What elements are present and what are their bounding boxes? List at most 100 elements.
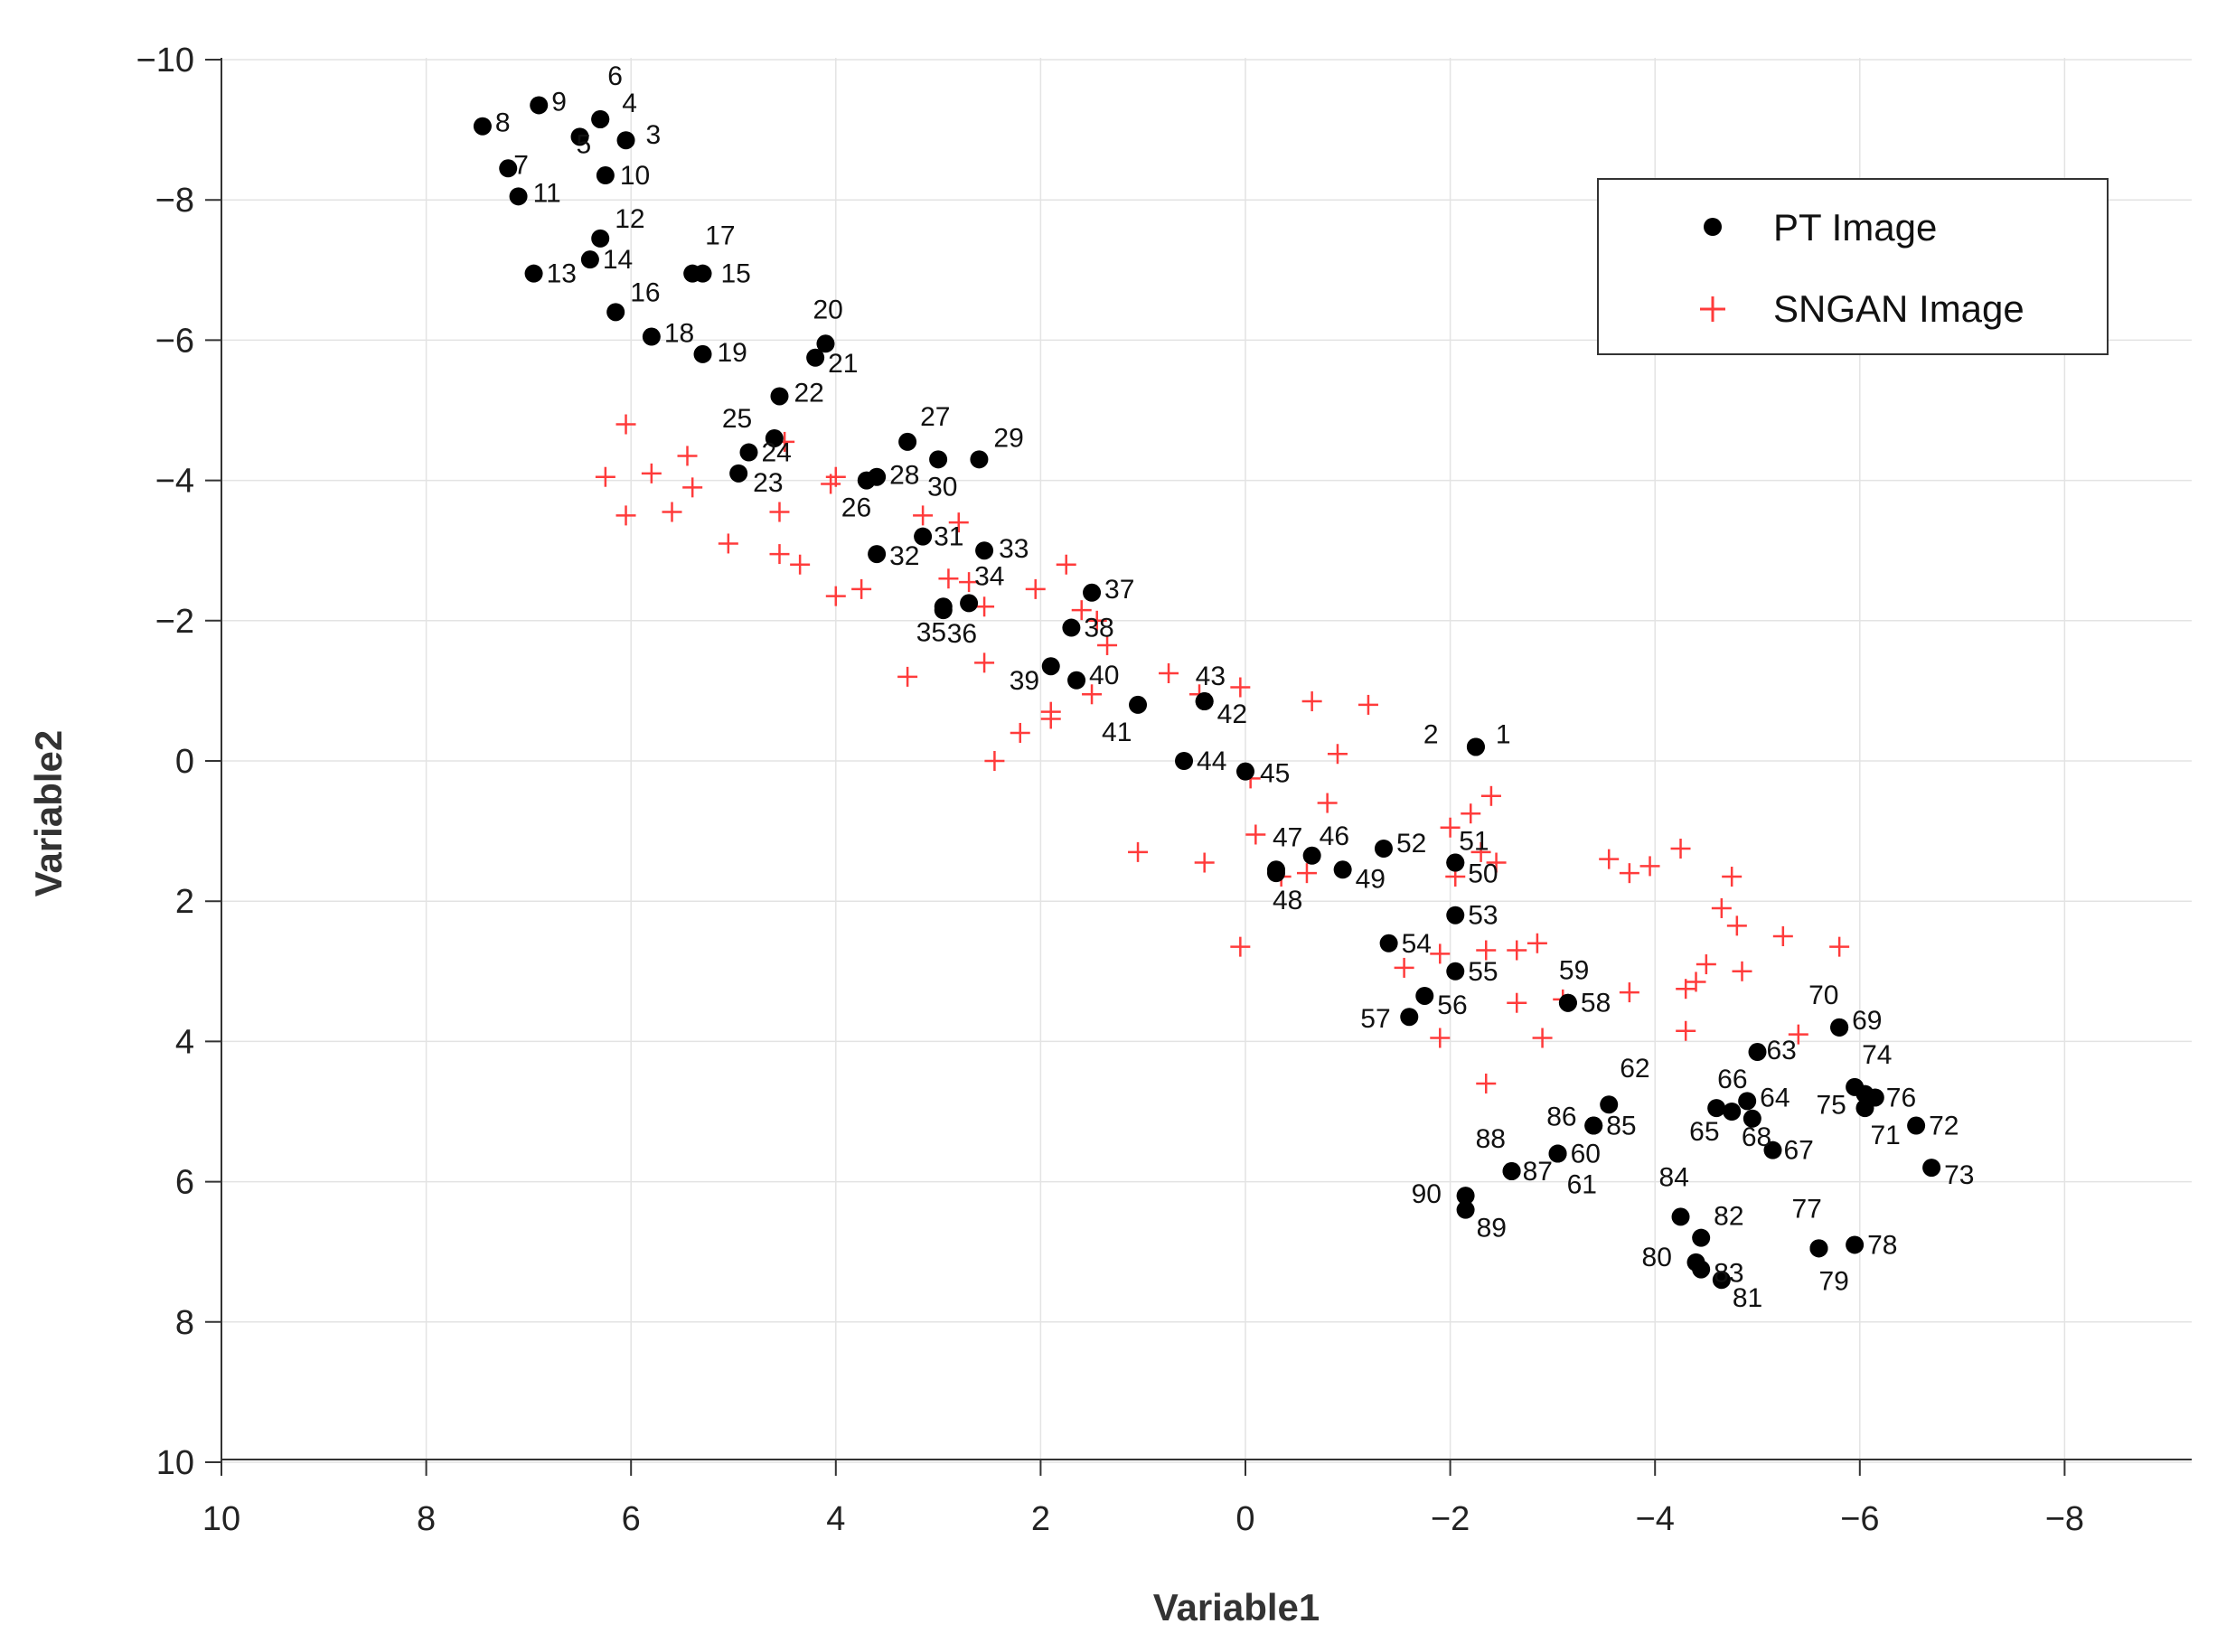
pt-point-label: 68 [1742,1122,1771,1152]
pt-point [1907,1116,1926,1135]
pt-point [591,109,610,128]
pt-point-label: 71 [1870,1121,1900,1150]
pt-point [1707,1099,1726,1118]
pt-point-label: 25 [722,404,752,434]
sngan-point [1507,992,1527,1013]
pt-point-label: 13 [547,259,577,289]
pt-point-label: 37 [1104,575,1134,605]
x-tick-label: −4 [1636,1500,1675,1538]
sngan-point [1461,803,1481,824]
pt-point [616,131,635,150]
y-tick-label: −10 [136,42,194,80]
pt-point-label: 33 [999,534,1029,564]
x-tick-label: −6 [1840,1500,1879,1538]
pt-point-label: 44 [1197,746,1226,776]
pt-point [1671,1207,1690,1226]
sngan-point [769,502,790,522]
sngan-point [641,463,662,483]
sngan-point [1732,961,1752,981]
pt-point-label: 24 [761,438,791,468]
sngan-point [897,666,918,687]
y-tick-label: 8 [175,1304,194,1342]
pt-point [1415,986,1434,1005]
sngan-point [1829,936,1850,957]
pt-point-label: 45 [1260,759,1290,789]
pt-point [816,334,835,353]
pt-point [1374,840,1393,858]
pt-point [524,264,543,283]
sngan-point [1696,954,1716,975]
sngan-point [1676,1020,1696,1041]
pt-point [1712,1271,1731,1290]
sngan-point [1722,867,1743,887]
pt-point-label: 3 [646,120,662,150]
sngan-point [1726,915,1747,936]
pt-point-label: 73 [1944,1160,1974,1190]
pt-point-label: 53 [1468,901,1498,931]
pt-point [975,541,994,560]
pt-point-label: 85 [1606,1112,1636,1141]
x-tick-label: 6 [622,1500,641,1538]
pt-point [1922,1159,1941,1178]
pt-point-label: 27 [920,402,950,432]
pt-point-label: 47 [1273,822,1302,852]
pt-point-label: 61 [1567,1170,1597,1200]
x-tick-label: 2 [1031,1500,1050,1538]
pt-point [970,450,989,469]
sngan-point [1486,852,1507,873]
sngan-point [974,596,995,617]
pt-point [580,250,599,269]
pt-point-label: 11 [533,178,561,208]
pt-point [1763,1140,1782,1159]
pt-point-label: 74 [1862,1040,1892,1070]
pt-point-label: 40 [1089,661,1119,690]
pt-point-label: 32 [889,541,919,571]
pt-point-label: 80 [1642,1243,1672,1272]
sngan-point [1230,677,1251,698]
sngan-point [1082,684,1103,705]
sngan-point [825,466,846,487]
y-tick-label: 4 [175,1023,194,1061]
pt-point-label: 19 [718,338,747,368]
sngan-point [825,586,846,606]
y-tick-label: −8 [155,182,194,220]
pt-point-label: 86 [1546,1103,1576,1132]
pt-point-label: 16 [630,277,660,307]
pt-point-label: 15 [721,259,751,289]
pt-point [1830,1018,1849,1037]
pt-point [1846,1235,1865,1254]
pt-point [1456,1200,1475,1219]
sngan-point [1394,957,1414,978]
pt-point [770,387,789,406]
pt-point-label: 79 [1818,1266,1848,1296]
pt-point-label: 81 [1733,1283,1762,1313]
pt-point-label: 1 [1496,719,1511,749]
axes [205,58,2192,1476]
pt-point [1809,1239,1828,1258]
pt-point-label: 75 [1816,1091,1846,1121]
sngan-point [1686,971,1706,992]
sngan-point [677,446,698,466]
pt-point [1446,853,1465,872]
pt-point-label: 48 [1273,886,1302,915]
pt-point [499,159,518,178]
sngan-point [1296,863,1317,884]
pt-point-label: 21 [828,349,858,379]
y-tick-label: −6 [155,322,194,360]
pt-point-label: 30 [927,472,957,502]
pt-point-label: 8 [495,108,511,138]
sngan-point [1532,1028,1553,1048]
pt-point [1062,618,1081,637]
pt-point-label: 41 [1102,718,1132,747]
pt-point-label: 50 [1468,859,1498,889]
pt-point-label: 26 [841,493,871,523]
pt-point-label: 89 [1477,1214,1507,1244]
pt-point [1466,737,1485,756]
sngan-point [1010,722,1030,743]
y-tick-label: −4 [155,463,194,501]
pt-point [1129,695,1148,714]
pt-point [960,594,979,613]
